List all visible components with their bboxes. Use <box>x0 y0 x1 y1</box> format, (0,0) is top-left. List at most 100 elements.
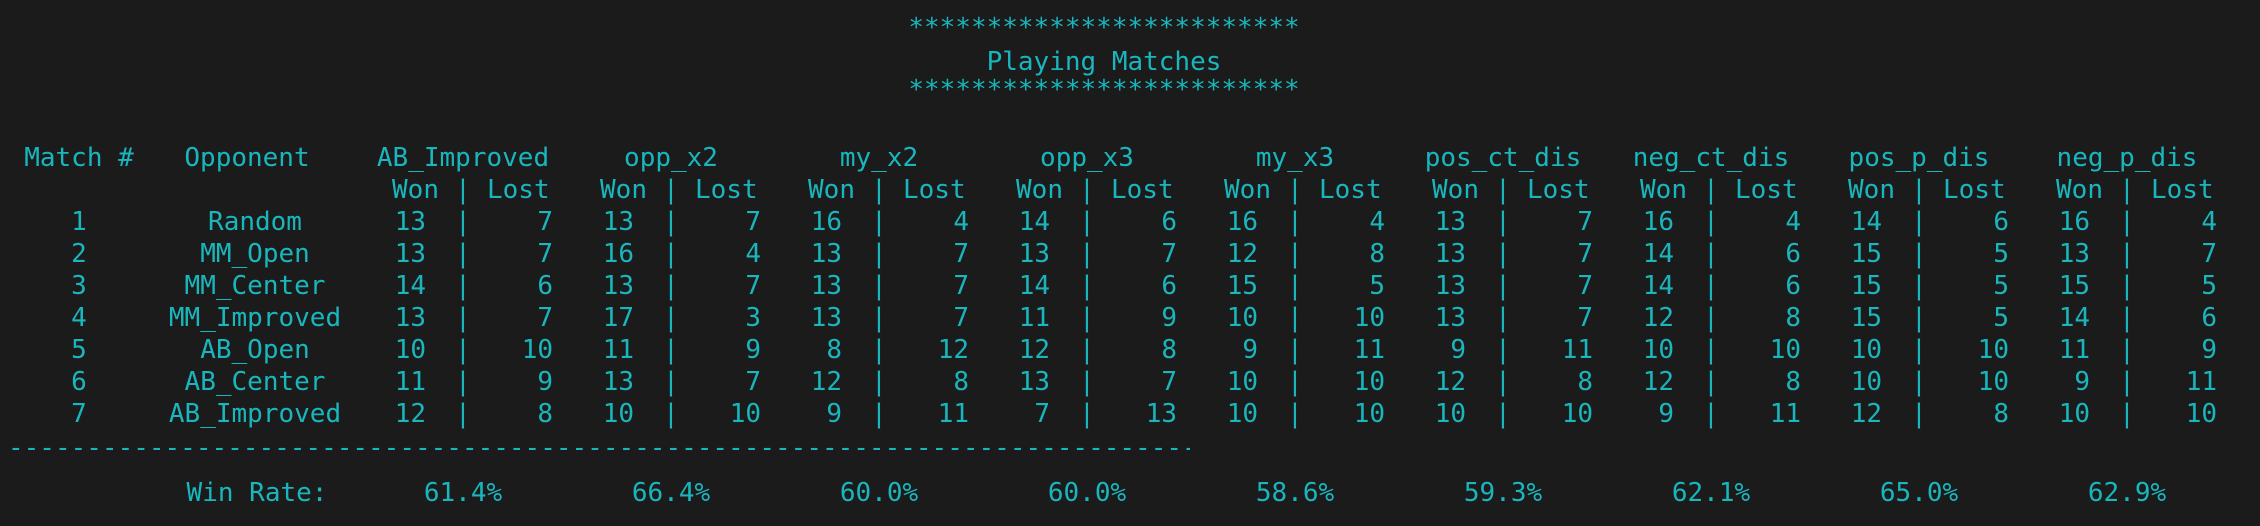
lost-cell: 7 <box>1577 207 1593 237</box>
column-divider: | <box>1287 207 1303 237</box>
column-divider: | <box>1287 239 1303 269</box>
win-rate-value: 62.1% <box>1671 478 1751 508</box>
lost-cell: 4 <box>1785 207 1801 237</box>
column-divider: | <box>1495 271 1511 301</box>
column-divider: | <box>871 271 887 301</box>
lost-cell: 8 <box>1369 239 1385 269</box>
column-divider: | <box>871 239 887 269</box>
won-cell: 13 <box>1018 239 1050 269</box>
column-divider: | <box>663 175 679 205</box>
opponent-cell: AB_Center <box>184 367 326 397</box>
column-divider: | <box>663 399 679 429</box>
match-number-cell: 3 <box>71 271 87 301</box>
column-divider: | <box>1287 303 1303 333</box>
won-cell: 9 <box>1658 399 1674 429</box>
opponent-cell: MM_Open <box>200 239 310 269</box>
won-cell: 14 <box>2058 303 2090 333</box>
column-divider: | <box>1287 399 1303 429</box>
lost-cell: 7 <box>745 271 761 301</box>
opponent-cell: MM_Center <box>184 271 326 301</box>
column-divider: | <box>2119 399 2135 429</box>
win-rate-value: 62.9% <box>2087 478 2167 508</box>
lost-cell: 7 <box>1577 239 1593 269</box>
column-divider: | <box>455 367 471 397</box>
lost-cell: 10 <box>1353 303 1385 333</box>
won-cell: 16 <box>602 239 634 269</box>
won-cell: 14 <box>394 271 426 301</box>
lost-cell: 7 <box>1577 271 1593 301</box>
column-divider: | <box>1495 303 1511 333</box>
column-divider: | <box>663 335 679 365</box>
match-number-cell: 6 <box>71 367 87 397</box>
column-divider: | <box>1703 175 1719 205</box>
won-cell: 15 <box>1850 303 1882 333</box>
lost-cell: 9 <box>537 367 553 397</box>
lost-cell: 8 <box>1785 303 1801 333</box>
column-divider: | <box>1495 239 1511 269</box>
agent-header: neg_ct_dis <box>1632 143 1790 173</box>
won-cell: 9 <box>1450 335 1466 365</box>
lost-cell: 4 <box>953 207 969 237</box>
lost-cell: 10 <box>1353 367 1385 397</box>
lost-cell: 7 <box>2201 239 2217 269</box>
column-divider: | <box>1911 207 1927 237</box>
lost-cell: 4 <box>2201 207 2217 237</box>
opponent-cell: AB_Open <box>200 335 310 365</box>
lost-subheader: Lost <box>1527 175 1590 205</box>
win-rate-label: Win Rate: <box>186 478 328 508</box>
won-cell: 12 <box>810 367 842 397</box>
won-cell: 13 <box>602 207 634 237</box>
won-cell: 10 <box>1226 303 1258 333</box>
banner-bottom-stars: ************************* <box>908 75 1300 105</box>
column-divider: | <box>1079 335 1095 365</box>
won-cell: 10 <box>1850 335 1882 365</box>
won-cell: 12 <box>394 399 426 429</box>
banner-title: Playing Matches <box>986 47 1222 77</box>
column-divider: | <box>1703 399 1719 429</box>
lost-cell: 10 <box>1561 399 1593 429</box>
lost-subheader: Lost <box>1319 175 1382 205</box>
match-number-cell: 4 <box>71 303 87 333</box>
match-number-header: Match # <box>24 143 134 173</box>
won-cell: 10 <box>2058 399 2090 429</box>
lost-cell: 7 <box>745 207 761 237</box>
won-cell: 17 <box>602 303 634 333</box>
column-divider: | <box>2119 207 2135 237</box>
won-cell: 8 <box>826 335 842 365</box>
column-divider: | <box>455 271 471 301</box>
lost-cell: 5 <box>1993 239 2009 269</box>
column-divider: | <box>1079 207 1095 237</box>
column-divider: | <box>2119 335 2135 365</box>
lost-subheader: Lost <box>2151 175 2214 205</box>
column-divider: | <box>1703 271 1719 301</box>
lost-subheader: Lost <box>1735 175 1798 205</box>
separator-line: ----------------------------------------… <box>8 433 1190 463</box>
lost-cell: 10 <box>1977 335 2009 365</box>
won-cell: 12 <box>1642 367 1674 397</box>
column-divider: | <box>1703 367 1719 397</box>
lost-subheader: Lost <box>695 175 758 205</box>
won-subheader: Won <box>600 175 647 205</box>
won-subheader: Won <box>1432 175 1479 205</box>
won-cell: 10 <box>394 335 426 365</box>
match-number-cell: 1 <box>71 207 87 237</box>
lost-cell: 10 <box>729 399 761 429</box>
lost-cell: 13 <box>1145 399 1177 429</box>
column-divider: | <box>1287 335 1303 365</box>
column-divider: | <box>1495 335 1511 365</box>
won-cell: 13 <box>2058 239 2090 269</box>
lost-cell: 10 <box>1977 367 2009 397</box>
lost-cell: 4 <box>745 239 761 269</box>
win-rate-value: 60.0% <box>839 478 919 508</box>
agent-header: my_x2 <box>839 143 919 173</box>
banner-top-stars: ************************* <box>908 13 1300 43</box>
lost-cell: 8 <box>1785 367 1801 397</box>
win-rate-value: 58.6% <box>1255 478 1335 508</box>
lost-cell: 6 <box>1785 239 1801 269</box>
won-cell: 15 <box>2058 271 2090 301</box>
lost-cell: 9 <box>1161 303 1177 333</box>
column-divider: | <box>871 367 887 397</box>
win-rate-value: 66.4% <box>631 478 711 508</box>
won-subheader: Won <box>392 175 439 205</box>
won-cell: 10 <box>602 399 634 429</box>
